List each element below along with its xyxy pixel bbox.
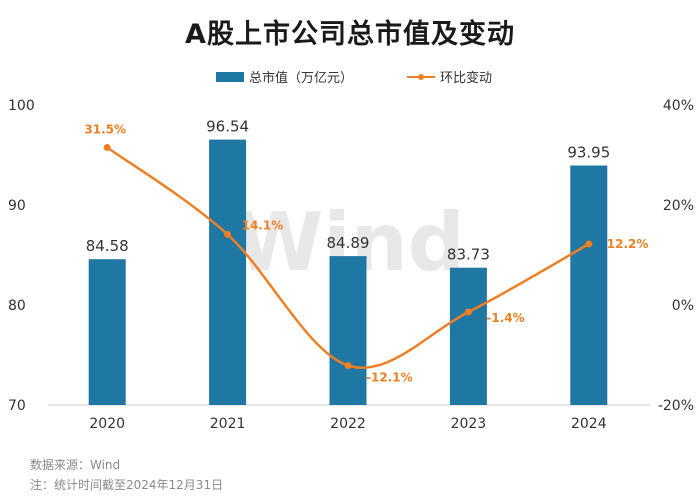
data-source-note: 数据来源：Wind bbox=[30, 458, 121, 472]
date-note: 注：统计时间截至2024年12月31日 bbox=[30, 478, 224, 492]
legend-bar-swatch bbox=[216, 72, 244, 82]
legend-line-marker bbox=[418, 74, 424, 80]
x-tick-label: 2023 bbox=[451, 416, 487, 432]
legend-line-label: 环比变动 bbox=[440, 70, 492, 86]
y-right-tick-label: 20% bbox=[663, 198, 694, 214]
y-left-tick-label: 80 bbox=[8, 298, 26, 314]
x-tick-label: 2024 bbox=[571, 416, 607, 432]
y-left-tick-label: 100 bbox=[8, 98, 35, 114]
line-point bbox=[464, 308, 472, 316]
chart-title: A股上市公司总市值及变动 bbox=[185, 19, 515, 50]
bar-value-label: 93.95 bbox=[567, 144, 610, 162]
bar-value-label: 83.73 bbox=[447, 246, 490, 264]
bar bbox=[570, 165, 608, 405]
line-value-label: 12.2% bbox=[607, 237, 649, 251]
y-left-tick-label: 90 bbox=[8, 198, 26, 214]
bar bbox=[329, 256, 367, 405]
y-right-tick-label: 0% bbox=[672, 298, 694, 314]
line-point bbox=[585, 240, 593, 248]
line-value-label: -12.1% bbox=[366, 371, 413, 385]
line-point bbox=[103, 144, 111, 151]
x-tick-label: 2022 bbox=[330, 416, 366, 432]
x-tick-label: 2020 bbox=[89, 416, 125, 432]
bar bbox=[88, 259, 126, 405]
line-value-label: -1.4% bbox=[486, 311, 524, 325]
line-point bbox=[224, 231, 232, 238]
line-value-label: 31.5% bbox=[84, 123, 126, 137]
bar bbox=[449, 267, 487, 405]
y-right-tick-label: -20% bbox=[658, 398, 694, 414]
line-value-label: 14.1% bbox=[242, 219, 284, 233]
line-point bbox=[344, 362, 352, 369]
bar bbox=[209, 139, 247, 405]
bar-value-label: 84.89 bbox=[327, 234, 370, 252]
x-tick-label: 2021 bbox=[210, 416, 246, 432]
y-right-tick-label: 40% bbox=[663, 98, 694, 114]
y-left-tick-label: 70 bbox=[8, 398, 26, 414]
bar-value-label: 84.58 bbox=[86, 237, 129, 255]
legend-bar-label: 总市值（万亿元） bbox=[249, 70, 353, 86]
bar-value-label: 96.54 bbox=[206, 118, 249, 136]
